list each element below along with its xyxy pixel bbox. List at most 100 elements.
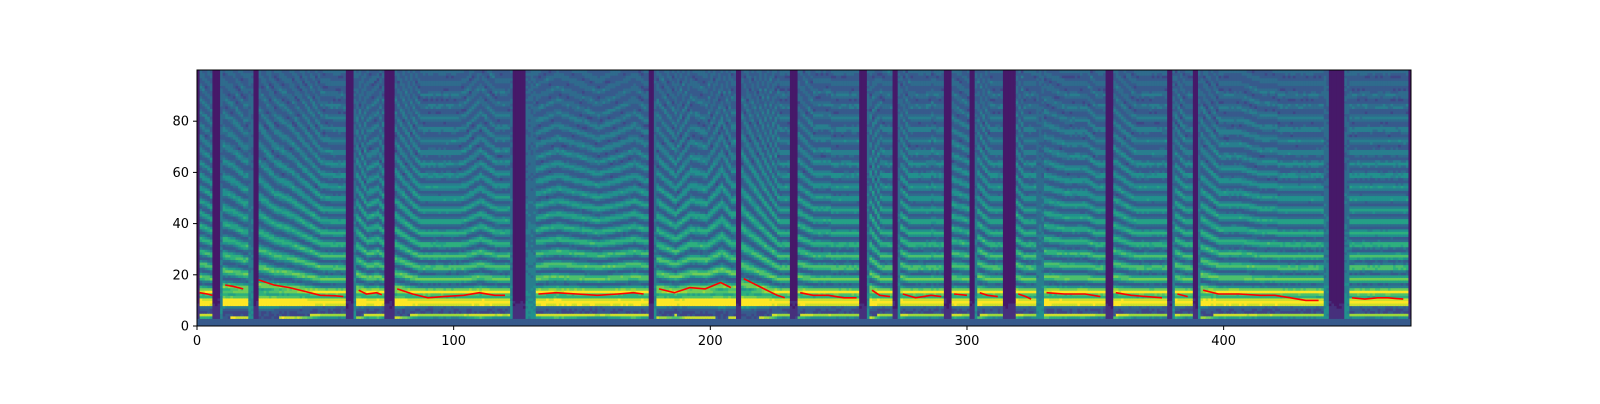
heatmap-cell [291,162,296,168]
heatmap-cell [204,174,208,179]
heatmap-cell [199,195,203,199]
heatmap-cell [281,144,285,148]
heatmap-cell [291,82,296,92]
heatmap-cell [220,172,224,176]
heatmap-cell [276,241,280,245]
heatmap-cell [261,195,265,199]
heatmap-cell [302,305,306,309]
heatmap-cell [202,85,206,89]
heatmap-cell [204,167,208,171]
heatmap-cell [284,277,288,281]
heatmap-cell [286,241,290,245]
heatmap-cell [248,256,252,268]
heatmap-cell [266,205,270,209]
heatmap-cell [202,190,206,194]
heatmap-cell [274,233,278,237]
heatmap-cell [204,164,208,168]
heatmap-cell [281,244,285,248]
heatmap-cell [209,192,213,197]
heatmap-cell [274,249,278,253]
heatmap-cell [209,231,213,235]
heatmap-cell [286,249,290,253]
heatmap-cell [291,141,296,145]
heatmap-cell [245,116,249,120]
heatmap-cell [209,116,213,120]
heatmap-cell [207,105,211,109]
heatmap-cell [266,141,270,148]
heatmap-cell [281,305,285,309]
heatmap-cell [297,90,301,99]
heatmap-cell [238,182,242,189]
heatmap-cell [286,251,290,255]
heatmap-cell [279,103,283,107]
heatmap-cell [284,315,288,319]
heatmap-cell [245,195,249,199]
heatmap-cell [289,264,293,268]
heatmap-cell [199,256,203,261]
heatmap-cell [297,313,301,317]
heatmap-cell [297,308,301,314]
heatmap-cell [271,139,275,148]
heatmap-cell [209,167,213,171]
heatmap-cell [240,154,244,163]
heatmap-cell [263,254,267,258]
heatmap-cell [240,315,244,319]
heatmap-cell [276,192,280,197]
heatmap-cell [207,259,211,263]
heatmap-cell [235,249,239,253]
heatmap-cell [279,272,283,276]
heatmap-cell [245,264,249,268]
heatmap-cell [266,98,270,104]
heatmap-cell [289,182,293,189]
heatmap-cell [222,282,226,286]
heatmap-cell [209,123,213,127]
heatmap-cell [230,169,234,176]
heatmap-cell [230,223,234,230]
heatmap-cell [248,90,252,94]
heatmap-cell [263,310,267,314]
heatmap-cell [261,95,265,102]
heatmap-cell [268,251,273,255]
heatmap-cell [266,157,270,161]
heatmap-cell [204,139,208,145]
heatmap-cell [299,180,303,184]
heatmap-cell [279,210,283,214]
heatmap-cell [279,249,283,253]
heatmap-cell [235,185,239,189]
heatmap-cell [281,100,285,104]
heatmap-cell [204,318,208,326]
heatmap-cell [225,277,229,281]
heatmap-cell [225,210,229,214]
heatmap-cell [299,251,303,255]
heatmap-cell [209,162,213,168]
heatmap-cell [227,70,231,76]
heatmap-cell [281,82,285,86]
heatmap-cell [222,110,226,115]
heatmap-cell [230,192,234,199]
heatmap-cell [204,108,208,115]
heatmap-cell [268,277,273,281]
heatmap-cell [297,70,301,76]
heatmap-cell [204,100,208,104]
heatmap-cell [238,116,242,122]
heatmap-cell [238,172,242,176]
heatmap-cell [276,172,280,176]
heatmap-cell [276,105,280,115]
heatmap-cell [284,213,288,217]
heatmap-cell [302,159,306,166]
heatmap-cell [209,223,213,227]
heatmap-cell [258,192,262,202]
heatmap-cell [235,315,239,319]
heatmap-cell [266,154,270,158]
heatmap-cell [263,313,267,317]
heatmap-cell [214,70,219,307]
heatmap-cell [279,167,283,171]
heatmap-cell [202,244,206,248]
heatmap-cell [240,77,244,81]
heatmap-cell [207,300,211,307]
heatmap-cell [276,118,280,122]
heatmap-cell [240,103,244,112]
heatmap-cell [232,164,237,168]
heatmap-cell [281,246,285,250]
heatmap-cell [297,285,301,291]
